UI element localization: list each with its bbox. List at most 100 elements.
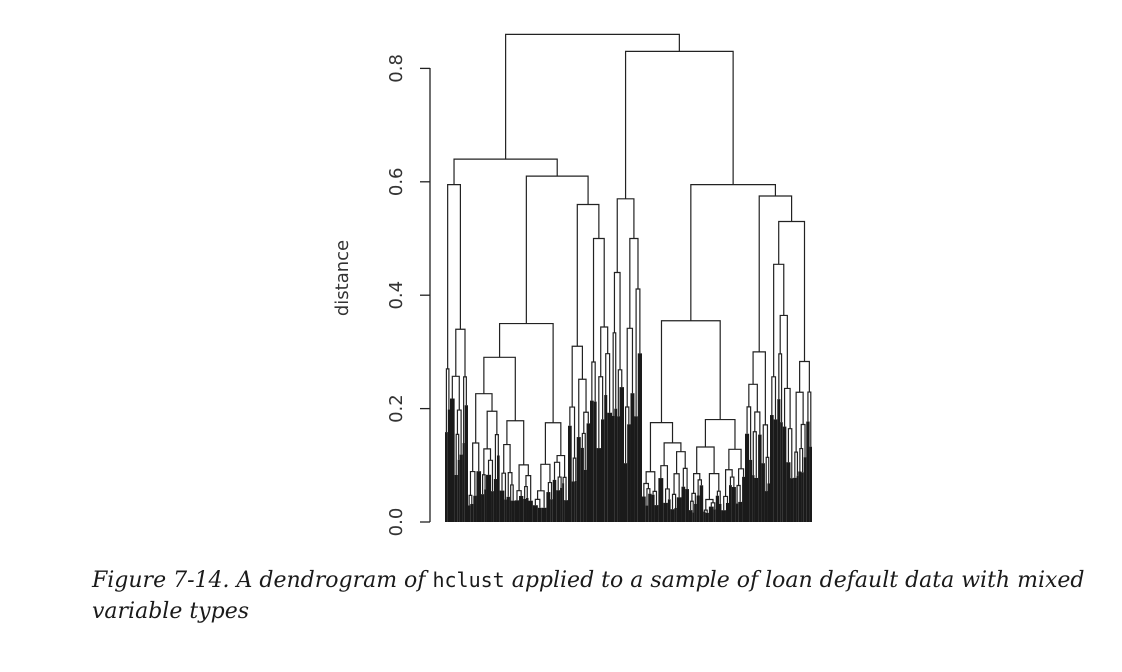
dendrogram-leaf-cluster: [468, 505, 471, 522]
dendrogram-leaf-cluster: [670, 509, 675, 522]
dendrogram-leaf-cluster: [793, 477, 797, 522]
dendrogram-leaf-cluster: [504, 499, 507, 522]
dendrogram-leaf-cluster: [694, 503, 697, 522]
dendrogram-link: [799, 447, 804, 473]
dendrogram-leaf-cluster: [445, 432, 448, 522]
dendrogram-leaf-cluster: [658, 478, 664, 522]
dendrogram-link: [738, 468, 745, 486]
dendrogram-leaf-cluster: [738, 501, 743, 522]
dendrogram-leaf-cluster: [496, 455, 500, 522]
dendrogram-leaf-cluster: [676, 497, 682, 522]
dendrogram-leaf-cluster: [564, 500, 568, 522]
dendrogram-leaf-cluster: [758, 434, 762, 522]
dendrogram-link: [690, 500, 694, 513]
dendrogram-link: [690, 184, 777, 321]
dendrogram-link: [591, 361, 596, 402]
dendrogram-leaf-cluster: [590, 400, 594, 522]
dendrogram-leaf-cluster: [619, 387, 624, 522]
dendrogram-leaf-cluster: [731, 487, 736, 522]
dendrogram-link: [671, 493, 677, 510]
dendrogram-leaf-cluster: [803, 457, 807, 522]
dendrogram-leaf-cluster: [593, 401, 597, 522]
dendrogram-link: [660, 465, 669, 489]
dendrogram-leaf-cluster: [715, 495, 719, 522]
dendrogram-leaf-cluster: [745, 433, 750, 522]
dendrogram-link: [794, 451, 799, 478]
dendrogram-link: [697, 479, 703, 496]
dendrogram-link: [691, 492, 696, 504]
dendrogram-leaf-cluster: [450, 398, 455, 522]
dendrogram-link: [506, 420, 525, 465]
dendrogram-link: [581, 432, 586, 470]
dendrogram-link: [553, 461, 561, 480]
dendrogram-link: [696, 446, 715, 474]
dendrogram-leaf-cluster: [703, 511, 706, 522]
dendrogram-leaf-cluster: [550, 499, 553, 522]
dendrogram-leaf-cluster: [705, 512, 709, 522]
dendrogram-leaf-cluster: [752, 475, 755, 522]
dendrogram-link: [475, 393, 493, 444]
dendrogram-link: [799, 360, 810, 393]
dendrogram-link: [498, 322, 554, 423]
dendrogram-link: [592, 237, 605, 362]
dendrogram-leaf-cluster: [809, 446, 812, 522]
dendrogram-leaf-cluster: [486, 474, 492, 522]
y-tick-label: 0.2: [386, 394, 407, 423]
dendrogram-link: [505, 33, 680, 160]
dendrogram-leaf-cluster: [725, 502, 730, 522]
dendrogram-link: [583, 411, 589, 434]
dendrogram-leaf-cluster: [617, 416, 620, 522]
dendrogram-leaf-cluster: [790, 478, 794, 522]
dendrogram-leaf-cluster: [514, 500, 520, 522]
dendrogram-link: [663, 442, 682, 466]
dendrogram-leaf-cluster: [685, 489, 689, 522]
dendrogram-leaf-cluster: [696, 495, 700, 522]
dendrogram-link: [748, 383, 758, 412]
y-axis: 0.0 0.2 0.4 0.6 0.8 distance: [332, 54, 431, 536]
y-axis-ticks: 0.0 0.2 0.4 0.6 0.8: [386, 54, 430, 536]
dendrogram-leaf-cluster: [801, 472, 804, 522]
caption-text-end: applied to a sample of loan default data…: [92, 568, 1085, 624]
dendrogram-link: [649, 422, 674, 472]
dendrogram-link: [556, 454, 566, 478]
dendrogram-link: [472, 442, 480, 472]
dendrogram-leaf-cluster: [749, 459, 753, 522]
dendrogram-leaf-cluster: [773, 419, 778, 522]
dendrogram-leaf-cluster: [764, 491, 768, 522]
dendrogram-leaf-cluster: [614, 408, 618, 522]
dendrogram-link: [600, 326, 609, 377]
dendrogram-leaf-cluster: [447, 409, 450, 522]
dendrogram-link: [673, 473, 680, 498]
dendrogram-link: [605, 353, 611, 413]
dendrogram-link: [624, 406, 630, 464]
y-axis-title: distance: [332, 240, 353, 316]
dendrogram-link: [787, 428, 793, 479]
dendrogram-leaf-cluster: [541, 507, 547, 522]
dendrogram-link: [693, 473, 701, 494]
dendrogram-link: [503, 443, 511, 474]
dendrogram-leaf-cluster: [798, 471, 802, 522]
dendrogram-leaf-cluster: [713, 509, 716, 522]
dendrogram-leaf-cluster: [688, 510, 693, 522]
dendrogram-link: [643, 482, 650, 497]
dendrogram-link: [525, 175, 589, 324]
dendrogram-leaf-cluster: [786, 462, 791, 522]
dendrogram-leaf-cluster: [667, 499, 671, 522]
dendrogram-tree: [445, 33, 812, 522]
dendrogram-link: [736, 484, 741, 504]
dendrogram-leaf-cluster: [481, 494, 485, 522]
dendrogram-leaf-cluster: [476, 471, 482, 522]
dendrogram-leaf-cluster: [642, 496, 646, 522]
dendrogram-leaf-cluster: [454, 474, 458, 522]
y-tick-label: 0.4: [386, 281, 407, 310]
dendrogram-leaf-cluster: [532, 505, 538, 522]
dendrogram-link: [624, 50, 734, 199]
y-tick-label: 0.0: [386, 508, 407, 537]
dendrogram-leaf-cluster: [560, 487, 563, 522]
dendrogram-leaf-cluster: [511, 500, 515, 522]
dendrogram-link: [629, 237, 639, 329]
dendrogram-leaf-cluster: [473, 495, 477, 522]
dendrogram-leaf-cluster: [777, 399, 781, 522]
dendrogram-leaf-cluster: [586, 423, 590, 522]
dendrogram-leaf-cluster: [506, 496, 510, 522]
